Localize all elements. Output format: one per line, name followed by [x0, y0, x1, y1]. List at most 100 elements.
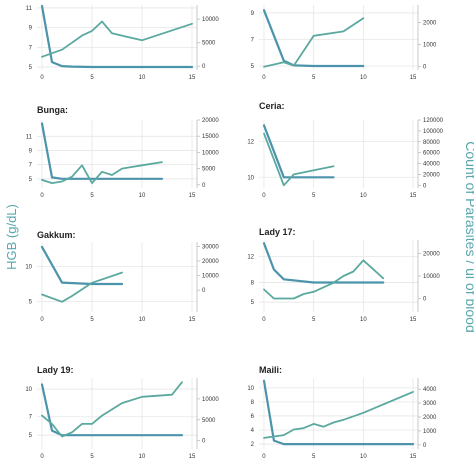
x-tick-label: 5 — [312, 193, 316, 199]
x-tick-label: 15 — [189, 454, 196, 460]
left-y-tick-label: 10 — [25, 387, 32, 393]
right-y-tick-label: 10000 — [202, 397, 219, 403]
right-y-tick-label: 120000 — [423, 118, 444, 124]
right-y-axis-label: Count of Parasites / ul of blood — [463, 141, 474, 332]
left-y-tick-label: 10 — [25, 265, 32, 271]
x-tick-label: 15 — [410, 193, 417, 199]
right-y-tick-label: 30000 — [202, 244, 219, 250]
panel-6: 0 5 10 15 5 8 12 0 10000 20000 Lady 17: — [247, 227, 440, 323]
x-tick-label: 5 — [90, 75, 94, 81]
hgb-series-line — [262, 242, 385, 284]
x-tick-label: 10 — [139, 317, 146, 323]
left-y-tick-label: 7 — [29, 415, 33, 421]
hgb-series-line — [40, 4, 194, 69]
left-y-tick-label: 4 — [251, 428, 255, 434]
left-y-tick-label: 8 — [251, 281, 255, 287]
left-y-tick-label: 7 — [251, 37, 255, 43]
panel-1: 0 5 10 15 5 7 9 11 0 5000 10000 — [26, 4, 219, 81]
hgb-series-line — [40, 245, 124, 286]
right-y-tick-label: 1000 — [423, 429, 437, 435]
left-y-tick-label: 5 — [29, 433, 33, 439]
x-tick-label: 10 — [360, 454, 367, 460]
right-y-tick-label: 0 — [423, 65, 427, 71]
right-y-tick-label: 0 — [423, 297, 427, 303]
right-y-tick-label: 0 — [202, 288, 206, 294]
right-y-tick-label: 10000 — [202, 150, 219, 156]
parasite-count-series-line — [41, 381, 183, 438]
parasite-count-series-line — [41, 161, 163, 185]
left-y-tick-label: 6 — [251, 414, 255, 420]
x-tick-label: 5 — [90, 193, 94, 199]
left-y-tick-label: 5 — [29, 177, 33, 183]
x-tick-label: 15 — [410, 317, 417, 323]
right-y-tick-label: 15000 — [202, 134, 219, 140]
x-tick-label: 10 — [139, 454, 146, 460]
x-tick-label: 0 — [40, 75, 44, 81]
x-tick-label: 5 — [90, 317, 94, 323]
panel-4: 0 5 10 15 10 12 0 20000 40000 60000 80000 100000 120… — [247, 101, 443, 199]
panel-8: 0 5 10 15 2 4 6 8 10 0 1000 2000 3000 4000 Maili: — [247, 365, 437, 460]
panel-title: Lady 19: — [37, 365, 74, 375]
left-y-tick-label: 5 — [251, 64, 255, 70]
x-tick-label: 10 — [360, 317, 367, 323]
right-y-tick-label: 0 — [202, 64, 206, 70]
right-y-tick-label: 20000 — [202, 259, 219, 265]
right-y-tick-label: 0 — [423, 443, 427, 449]
right-y-tick-label: 5000 — [202, 41, 216, 47]
hgb-series-line — [262, 124, 335, 179]
x-tick-label: 0 — [262, 193, 266, 199]
left-y-tick-label: 11 — [26, 134, 33, 140]
x-tick-label: 10 — [360, 193, 367, 199]
parasite-count-series-line — [41, 271, 123, 303]
right-y-tick-label: 100000 — [423, 129, 444, 135]
right-y-tick-label: 10000 — [423, 274, 440, 280]
right-y-tick-label: 3000 — [423, 401, 437, 407]
x-tick-label: 15 — [189, 75, 196, 81]
right-y-tick-label: 60000 — [423, 151, 440, 157]
left-y-tick-label: 10 — [247, 175, 254, 181]
x-tick-label: 0 — [40, 193, 44, 199]
left-y-tick-label: 9 — [29, 148, 33, 154]
left-y-tick-label: 12 — [247, 139, 254, 145]
x-tick-label: 15 — [189, 317, 196, 323]
parasite-count-series-line — [41, 20, 193, 58]
right-y-tick-label: 10000 — [202, 274, 219, 280]
left-y-tick-label: 7 — [29, 45, 33, 51]
right-y-tick-label: 2000 — [423, 415, 437, 421]
left-y-tick-label: 5 — [251, 300, 255, 306]
right-y-tick-label: 20000 — [423, 172, 440, 178]
x-tick-label: 0 — [40, 454, 44, 460]
panel-title: Ceria: — [259, 101, 285, 111]
left-y-tick-label: 11 — [26, 6, 33, 12]
left-y-tick-label: 9 — [251, 11, 255, 17]
x-tick-label: 0 — [262, 317, 266, 323]
panel-title: Gakkum: — [37, 230, 76, 240]
right-y-tick-label: 2000 — [423, 21, 437, 27]
left-y-tick-label: 8 — [251, 400, 255, 406]
panel-title: Maili: — [259, 365, 282, 375]
hgb-series-line — [262, 379, 415, 446]
parasite-count-series-line — [263, 17, 365, 68]
x-tick-label: 5 — [312, 317, 316, 323]
x-tick-label: 15 — [410, 454, 417, 460]
x-tick-label: 15 — [410, 75, 417, 81]
left-y-tick-label: 2 — [251, 442, 255, 448]
right-y-tick-label: 80000 — [423, 140, 440, 146]
x-tick-label: 0 — [262, 75, 266, 81]
left-y-axis-label: HGB (g/dL) — [4, 204, 19, 270]
right-y-tick-label: 0 — [423, 183, 427, 189]
right-y-tick-label: 0 — [202, 439, 206, 445]
right-y-tick-label: 40000 — [423, 162, 440, 168]
parasite-count-series-line — [263, 259, 385, 300]
left-y-tick-label: 5 — [29, 300, 33, 306]
x-tick-label: 0 — [40, 317, 44, 323]
x-tick-label: 10 — [360, 75, 367, 81]
left-y-tick-label: 7 — [29, 163, 33, 169]
left-y-tick-label: 12 — [247, 254, 254, 260]
right-y-tick-label: 4000 — [423, 387, 437, 393]
parasite-count-series-line — [263, 390, 414, 439]
x-tick-label: 10 — [139, 75, 146, 81]
panel-title: Lady 17: — [259, 227, 296, 237]
parasite-count-series-line — [263, 132, 335, 187]
